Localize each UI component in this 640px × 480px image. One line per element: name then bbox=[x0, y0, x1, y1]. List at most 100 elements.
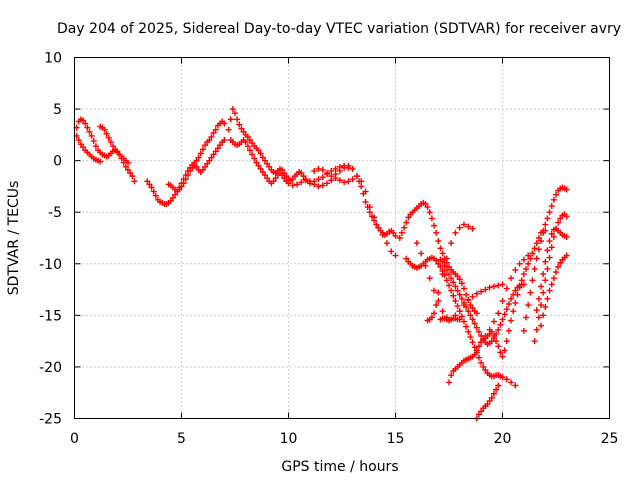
data-point bbox=[184, 172, 191, 179]
data-point bbox=[341, 179, 348, 186]
data-point bbox=[469, 316, 476, 323]
data-point bbox=[478, 332, 485, 339]
data-point bbox=[480, 363, 487, 370]
data-point bbox=[92, 143, 99, 150]
data-point bbox=[302, 177, 309, 184]
data-point bbox=[546, 238, 553, 245]
data-point bbox=[452, 283, 459, 290]
data-point bbox=[289, 182, 296, 189]
data-point bbox=[368, 213, 375, 220]
data-point bbox=[456, 291, 463, 298]
data-point bbox=[557, 215, 564, 222]
data-point bbox=[257, 150, 264, 157]
series-arc-21 bbox=[533, 225, 570, 314]
data-point bbox=[435, 238, 442, 245]
data-point bbox=[103, 130, 110, 137]
data-point bbox=[490, 390, 497, 397]
data-point bbox=[435, 297, 442, 304]
data-point bbox=[439, 250, 446, 257]
series-arc-14 bbox=[437, 315, 463, 324]
data-point bbox=[172, 191, 179, 198]
data-point bbox=[563, 213, 570, 220]
data-point bbox=[454, 273, 461, 280]
data-point bbox=[525, 302, 532, 309]
data-point bbox=[490, 283, 497, 290]
data-point bbox=[289, 176, 296, 183]
data-point bbox=[208, 154, 215, 161]
x-tick-label: 5 bbox=[177, 431, 186, 447]
data-point bbox=[193, 163, 200, 170]
data-point bbox=[535, 314, 542, 321]
data-point bbox=[261, 172, 268, 179]
data-point bbox=[246, 147, 253, 154]
chart-title: Day 204 of 2025, Sidereal Day-to-day VTE… bbox=[57, 21, 621, 37]
data-point bbox=[221, 137, 228, 144]
data-point bbox=[324, 170, 331, 177]
data-points bbox=[73, 106, 570, 422]
data-point bbox=[431, 222, 438, 229]
data-point bbox=[125, 166, 131, 173]
data-point bbox=[540, 271, 547, 278]
data-point bbox=[281, 175, 288, 182]
x-tick-label: 10 bbox=[280, 431, 298, 447]
data-point bbox=[548, 281, 555, 288]
data-point bbox=[533, 240, 540, 247]
data-point bbox=[497, 321, 504, 328]
data-point bbox=[475, 411, 482, 418]
series-arc-12 bbox=[413, 240, 506, 323]
data-point bbox=[548, 230, 555, 237]
data-point bbox=[259, 168, 266, 175]
data-point bbox=[356, 178, 363, 185]
data-point bbox=[563, 186, 570, 193]
data-point bbox=[210, 151, 217, 158]
data-point bbox=[473, 290, 480, 297]
data-point bbox=[144, 178, 151, 185]
data-point bbox=[127, 170, 134, 177]
data-point bbox=[390, 229, 397, 236]
data-point bbox=[467, 334, 474, 341]
data-point bbox=[531, 265, 538, 272]
data-point bbox=[441, 262, 448, 269]
data-point bbox=[360, 190, 367, 197]
data-point bbox=[501, 347, 508, 354]
data-point bbox=[495, 282, 502, 289]
data-point bbox=[471, 344, 478, 351]
data-point bbox=[546, 287, 553, 294]
data-point bbox=[306, 178, 313, 185]
data-point bbox=[535, 295, 542, 302]
data-point bbox=[319, 174, 326, 181]
data-point bbox=[503, 285, 510, 292]
data-point bbox=[493, 386, 500, 393]
data-point bbox=[150, 188, 157, 195]
data-point bbox=[523, 265, 530, 272]
data-point bbox=[469, 339, 476, 346]
series-arc-19 bbox=[520, 184, 570, 334]
data-point bbox=[508, 275, 515, 282]
data-point bbox=[371, 217, 378, 224]
data-point bbox=[84, 124, 91, 131]
data-point bbox=[232, 110, 238, 117]
series-arc-7 bbox=[227, 137, 356, 190]
data-point bbox=[563, 252, 570, 259]
data-point bbox=[75, 137, 82, 144]
data-point bbox=[431, 310, 438, 317]
data-point bbox=[435, 289, 442, 296]
series-arc-2 bbox=[73, 132, 104, 165]
data-point bbox=[439, 271, 446, 278]
data-point bbox=[433, 257, 440, 264]
data-point bbox=[467, 302, 474, 309]
data-point bbox=[443, 255, 450, 262]
data-point bbox=[187, 167, 194, 174]
data-point bbox=[146, 181, 153, 188]
data-point bbox=[392, 252, 399, 259]
data-point bbox=[463, 304, 470, 311]
data-point bbox=[443, 266, 450, 273]
data-point bbox=[538, 238, 545, 245]
data-point bbox=[433, 302, 440, 309]
data-point bbox=[199, 166, 206, 173]
data-point bbox=[454, 303, 461, 310]
data-point bbox=[542, 277, 549, 284]
data-point bbox=[178, 183, 185, 190]
data-point bbox=[546, 209, 553, 216]
